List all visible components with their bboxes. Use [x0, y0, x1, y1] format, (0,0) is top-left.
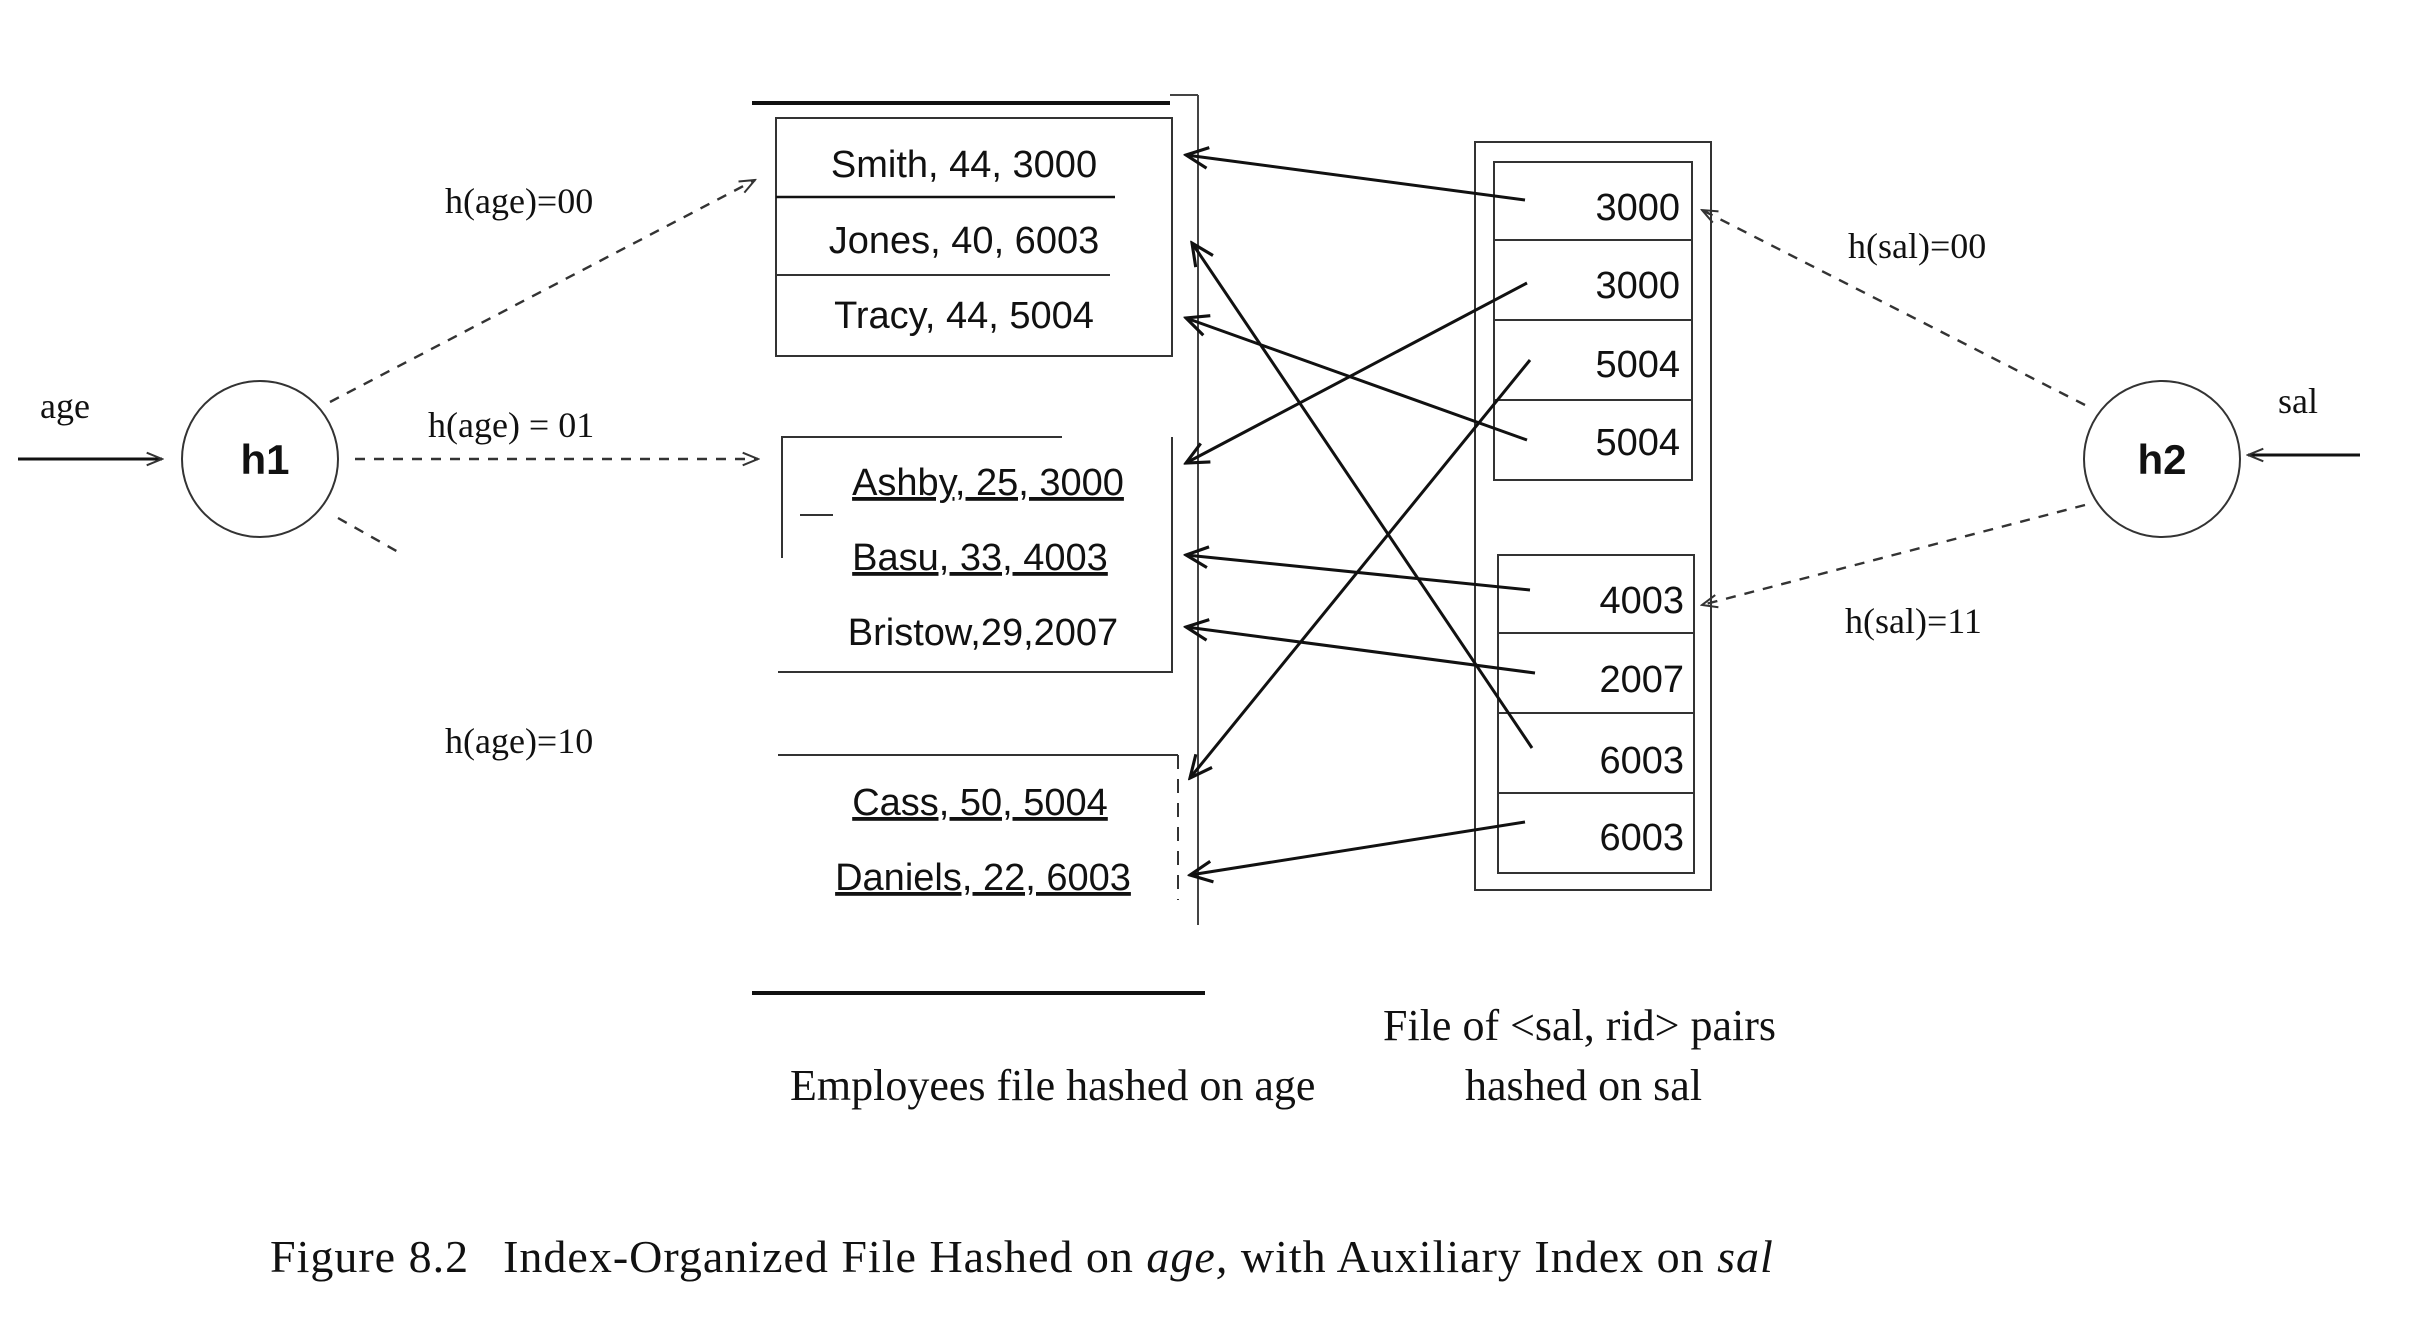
ptr-3000b-ashby: [1186, 281, 1528, 463]
h1-to-bucket-10: [337, 516, 401, 555]
ptr-5004b-tracy: [1186, 318, 1528, 442]
h1-to-bucket-00: [329, 180, 755, 404]
h2-label: h2: [2137, 436, 2186, 483]
record-smith: Smith, 44, 3000: [831, 144, 1097, 186]
ptr-3000a-smith: [1186, 155, 1526, 202]
ptr-4003-basu: [1186, 555, 1531, 592]
sal-index-file: 3000 3000 5004 5004 4003 2007 6003 6003: [1474, 141, 1712, 891]
sal-entry-3000-a: 3000: [1595, 187, 1680, 229]
sal-bucket-11: 4003 2007 6003 6003: [1497, 554, 1695, 874]
h2-to-sal-bucket-00: [1702, 210, 2086, 407]
record-bristow: Bristow,29,2007: [848, 612, 1118, 654]
ptr-5004a-cass: [1190, 359, 1532, 778]
ptr-6003a-jones: [1192, 243, 1534, 749]
hash-label-age-10: h(age)=10: [445, 721, 593, 761]
hash-label-sal-00: h(sal)=00: [1848, 226, 1986, 266]
sal-entry-5004-b: 5004: [1595, 422, 1680, 464]
figure-number: Figure 8.2: [270, 1231, 469, 1282]
employees-file: Smith, 44, 3000 Jones, 40, 6003 Tracy, 4…: [752, 94, 1205, 995]
figure-caption-text2: with Auxiliary Index on: [1228, 1231, 1717, 1282]
sal-entry-6003-b: 6003: [1599, 817, 1684, 859]
record-daniels: Daniels, 22, 6003: [835, 857, 1131, 899]
sal-file-caption-line2: hashed on sal: [1465, 1061, 1702, 1110]
record-basu: Basu, 33, 4003: [852, 537, 1108, 579]
sal-entry-5004-a: 5004: [1595, 344, 1680, 386]
sal-entry-3000-b: 3000: [1595, 265, 1680, 307]
hash-label-sal-11: h(sal)=11: [1845, 601, 1982, 641]
hash-label-age-00: h(age)=00: [445, 181, 593, 221]
employee-bucket-00: Smith, 44, 3000 Jones, 40, 6003 Tracy, 4…: [775, 117, 1173, 357]
h1-label: h1: [240, 436, 289, 483]
h1-node: h1: [181, 380, 339, 538]
sal-entry-4003: 4003: [1599, 580, 1684, 622]
h2-to-sal-bucket-11: [1702, 503, 2086, 605]
record-ashby: Ashby, 25, 3000: [852, 462, 1124, 504]
figure-caption-text1: Index-Organized File Hashed on: [503, 1231, 1146, 1282]
sal-entry-2007: 2007: [1599, 659, 1684, 701]
employee-bucket-10: Cass, 50, 5004 Daniels, 22, 6003: [778, 754, 1179, 900]
record-jones: Jones, 40, 6003: [829, 220, 1099, 262]
record-cass: Cass, 50, 5004: [852, 782, 1108, 824]
employee-bucket-01: Ashby, 25, 3000 Basu, 33, 4003 Bristow,2…: [778, 436, 1173, 673]
hash-label-age-01: h(age) = 01: [428, 405, 594, 445]
figure-caption-emph2: sal: [1717, 1231, 1774, 1282]
h2-node: h2: [2083, 380, 2241, 538]
sal-input-label: sal: [2278, 381, 2318, 421]
figure-caption-emph1: age,: [1146, 1231, 1228, 1282]
age-input-label: age: [40, 386, 90, 426]
figure-caption: Figure 8.2 Index-Organized File Hashed on…: [270, 1231, 1774, 1282]
sal-bucket-00: 3000 3000 5004 5004: [1493, 161, 1693, 481]
record-tracy: Tracy, 44, 5004: [834, 295, 1094, 337]
ptr-2007-bristow: [1186, 627, 1536, 675]
sal-entry-6003-a: 6003: [1599, 740, 1684, 782]
rid-pointers: [1186, 155, 1536, 875]
ptr-6003b-daniels: [1190, 820, 1526, 875]
employees-file-caption: Employees file hashed on age: [790, 1061, 1315, 1110]
sal-file-caption-line1: File of <sal, rid> pairs: [1383, 1001, 1776, 1050]
